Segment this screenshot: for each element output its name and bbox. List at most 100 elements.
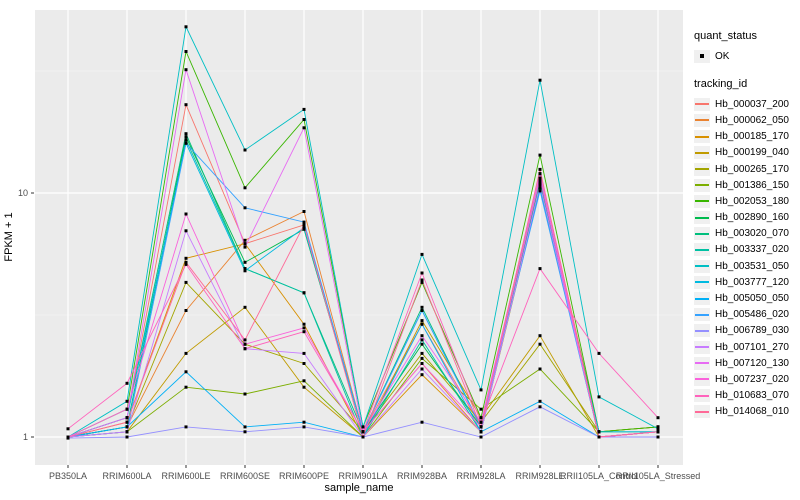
series-label: Hb_003777_120 xyxy=(715,276,789,288)
data-point xyxy=(420,305,424,309)
legend-item-Hb_002890_160: Hb_002890_160 xyxy=(694,210,798,226)
series-color-key xyxy=(694,324,710,338)
data-point xyxy=(538,153,542,157)
legend-item-Hb_005050_050: Hb_005050_050 xyxy=(694,290,798,306)
data-point xyxy=(184,132,188,136)
data-point xyxy=(538,334,542,338)
x-axis-title: sample_name xyxy=(324,482,393,494)
data-point xyxy=(184,256,188,260)
x-tick-label: RRII105LA_Stressed xyxy=(616,471,701,481)
series-line-icon xyxy=(695,410,709,413)
data-point xyxy=(479,420,483,424)
series-line-icon xyxy=(695,232,709,235)
legend-item-Hb_001386_150: Hb_001386_150 xyxy=(694,177,798,193)
data-point xyxy=(479,430,483,434)
series-line-icon xyxy=(695,103,709,106)
data-point xyxy=(66,435,70,439)
data-point xyxy=(243,305,247,309)
series-label: Hb_005050_050 xyxy=(715,293,789,305)
series-line-icon xyxy=(695,329,709,332)
legend-item-Hb_005486_020: Hb_005486_020 xyxy=(694,307,798,323)
data-point xyxy=(302,226,306,230)
series-line-icon xyxy=(695,297,709,300)
data-point xyxy=(184,25,188,29)
legend-item-Hb_007120_130: Hb_007120_130 xyxy=(694,355,798,371)
data-point xyxy=(125,407,129,411)
data-point xyxy=(302,425,306,429)
quant-status-legend-title: quant_status xyxy=(694,30,757,42)
series-color-key xyxy=(694,211,710,225)
x-tick-label: PB350LA xyxy=(49,471,87,481)
data-point xyxy=(420,373,424,377)
data-point xyxy=(420,278,424,282)
series-line-icon xyxy=(695,216,709,219)
data-point xyxy=(243,392,247,396)
x-tick-label: RRIM928BA xyxy=(397,471,447,481)
data-point xyxy=(597,351,601,355)
series-line-icon xyxy=(695,184,709,187)
series-label: Hb_005486_020 xyxy=(715,309,789,321)
data-point xyxy=(656,425,660,429)
data-point xyxy=(66,427,70,431)
series-label: Hb_000037_200 xyxy=(715,98,789,110)
data-point xyxy=(479,425,483,429)
series-color-key xyxy=(694,146,710,160)
series-label: Hb_006789_030 xyxy=(715,325,789,337)
series-color-key xyxy=(694,162,710,176)
data-point xyxy=(597,430,601,434)
series-color-key xyxy=(694,113,710,127)
data-point xyxy=(184,385,188,389)
legend-item-Hb_000199_040: Hb_000199_040 xyxy=(694,145,798,161)
data-point xyxy=(243,267,247,271)
data-point xyxy=(538,186,542,190)
series-color-key xyxy=(694,292,710,306)
data-point xyxy=(538,267,542,271)
x-tick-label: RRIM901LA xyxy=(338,471,387,481)
data-point xyxy=(184,351,188,355)
legend-item-Hb_000185_170: Hb_000185_170 xyxy=(694,129,798,145)
data-point xyxy=(184,135,188,139)
legend-item-Hb_002053_180: Hb_002053_180 xyxy=(694,193,798,209)
x-tick-label: RRIM600PE xyxy=(279,471,329,481)
series-label: Hb_003337_020 xyxy=(715,244,789,256)
tracking-id-legend-title: tracking_id xyxy=(694,78,748,91)
data-point xyxy=(538,183,542,187)
series-line-icon xyxy=(695,168,709,171)
data-point xyxy=(243,238,247,242)
data-point xyxy=(243,269,247,273)
data-point xyxy=(184,68,188,72)
series-label: Hb_003020_070 xyxy=(715,228,789,240)
series-line-icon xyxy=(695,346,709,349)
series-line-icon xyxy=(695,378,709,381)
data-point xyxy=(125,399,129,403)
data-point xyxy=(420,420,424,424)
data-point xyxy=(302,220,306,224)
data-point xyxy=(243,338,247,342)
x-tick-label: RRII105LA_Control xyxy=(560,471,638,481)
data-point xyxy=(243,425,247,429)
data-point xyxy=(302,291,306,295)
data-point xyxy=(302,210,306,213)
series-label: Hb_000062_050 xyxy=(715,114,789,126)
data-point xyxy=(420,319,424,323)
data-point xyxy=(302,420,306,424)
point-marker-icon xyxy=(700,54,704,59)
data-point xyxy=(302,351,306,355)
legend-group-tracking-id: tracking_id Hb_000037_200 Hb_000062_050 Hb… xyxy=(694,78,798,420)
data-point xyxy=(302,326,306,330)
series-line-icon xyxy=(695,362,709,365)
legend-group-quant-status: quant_status OK xyxy=(694,30,798,64)
data-point xyxy=(302,107,306,111)
data-point xyxy=(420,367,424,371)
data-point xyxy=(125,435,129,439)
series-color-key xyxy=(694,194,710,208)
data-point xyxy=(420,362,424,365)
data-point xyxy=(420,322,424,326)
x-tick-label: RRIM928LA xyxy=(456,471,505,481)
legend-item-Hb_007101_270: Hb_007101_270 xyxy=(694,339,798,355)
data-point xyxy=(538,189,542,193)
data-point xyxy=(538,367,542,371)
series-label: Hb_002053_180 xyxy=(715,195,789,207)
data-point xyxy=(420,351,424,355)
series-color-key xyxy=(694,227,710,241)
